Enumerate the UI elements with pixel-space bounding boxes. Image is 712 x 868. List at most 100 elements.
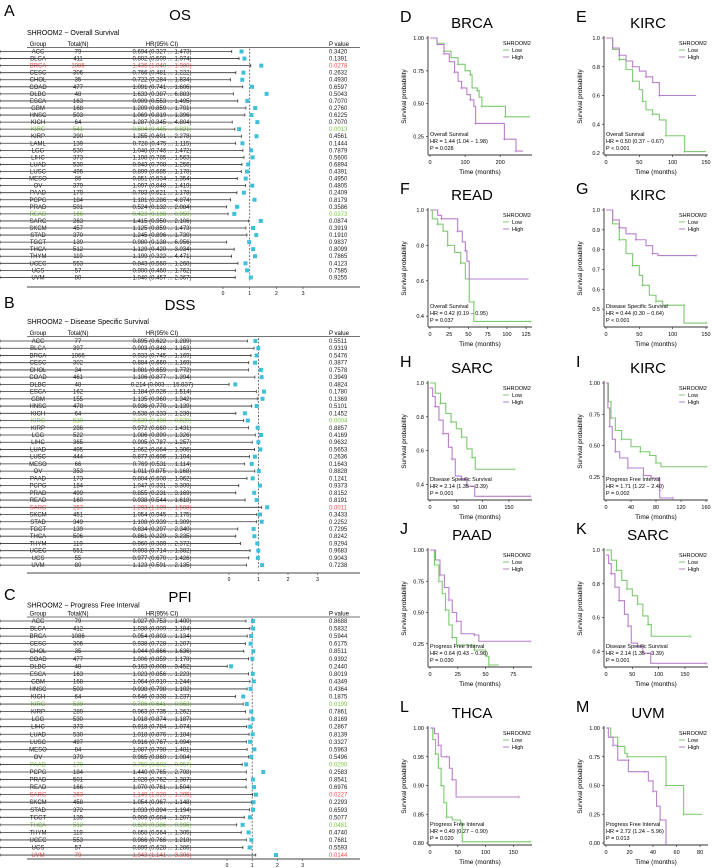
x-axis-label: Time (months) — [635, 169, 677, 176]
forest-row: ESCA 163 1.023 (0.856 ... 1.223) 0.8019 — [0, 671, 348, 678]
censor-mark — [453, 70, 457, 74]
censor-mark — [472, 300, 476, 304]
forest-row: UCS 55 0.977 (0.670 ... 1.426) 0.9043 — [0, 555, 348, 562]
row-hr-ci: 0.728 (0.475 ... 1.115) — [133, 141, 192, 147]
x-tick-label: 125 — [522, 332, 531, 338]
y-tick-label: 0.5 — [592, 307, 600, 313]
hr-point — [260, 396, 265, 401]
forest-row: SARC 263 1.415 (0.950 ... 2.106) 0.0874 — [0, 218, 348, 225]
x-tick-label: 0 — [604, 672, 607, 678]
censor-mark — [517, 795, 521, 799]
x-tick-label: 0 — [428, 160, 431, 166]
x-tick-label: 40 — [650, 850, 656, 856]
row-hr-ci: 0.786 (0.641 ... 0.963) — [132, 702, 191, 708]
km-panel-m: M UVM 0.00 0.25 0.50 0.75 1.00 0 20 40 60 80 Time (m… — [576, 699, 708, 866]
row-total: 263 — [73, 219, 84, 225]
y-tick-label: 1.00 — [589, 726, 600, 732]
row-group: KIRP — [31, 134, 45, 140]
y-tick-label: 0.25 — [589, 812, 600, 818]
forest-row: GBM 168 1.064 (0.910 ... 1.244) 0.4349 — [0, 679, 348, 685]
censor-mark — [456, 229, 460, 233]
row-total: 139 — [73, 141, 84, 147]
hr-point — [255, 120, 260, 125]
forest-row: COAD 477 1.091 (0.741 ... 1.606) 0.6597 — [0, 84, 348, 91]
hr-point — [249, 461, 254, 466]
row-total: 553 — [73, 261, 84, 267]
row-total: 168 — [73, 679, 84, 685]
row-p-value: 0.4391 — [329, 170, 348, 176]
y-axis-label: Survival probability — [401, 580, 408, 635]
km-curve-high — [606, 554, 706, 664]
censor-mark — [441, 432, 445, 436]
censor-mark — [664, 134, 668, 138]
row-total: 34 — [75, 368, 82, 374]
x-tick-label: 120 — [676, 505, 685, 511]
column-header-p: P value — [329, 612, 350, 618]
row-hr-ci: 0.858 (0.564 ... 1.305) — [132, 830, 191, 836]
km-annotation: P = 0.037 — [430, 318, 454, 324]
row-group: LUAD — [30, 162, 47, 168]
hr-point — [252, 490, 257, 495]
row-group: PAAD — [30, 191, 47, 197]
forest-row: BLCA 397 0.993 (0.848 ... 1.163) 0.9319 — [0, 346, 348, 352]
row-group: ACC — [32, 339, 45, 345]
hr-point — [251, 785, 256, 790]
row-p-value: 0.6175 — [329, 642, 348, 648]
row-p-value: 0.7238 — [329, 563, 348, 569]
hr-point — [265, 505, 270, 510]
x-axis-label: Time (months) — [459, 341, 501, 348]
column-header-total: Total(N) — [67, 331, 88, 337]
legend-label-low: Low — [512, 393, 522, 399]
km-curve-high — [606, 727, 667, 843]
forest-row: BRCA 1086 0.954 (0.803 ... 1.134) 0.5944 — [0, 634, 348, 640]
forest-row: KIRC 541 0.604 (0.445 ... 0.821) 0.0013 — [0, 127, 348, 133]
x-axis-label: Time (months) — [459, 169, 501, 176]
row-total: 80 — [75, 275, 82, 281]
hr-point — [253, 360, 258, 365]
column-header-hr: HR(95% CI) — [146, 612, 178, 618]
forest-row: BLCA 412 1.038 (0.909 ... 1.184) 0.5832 — [0, 626, 348, 633]
row-group: ESCA — [30, 99, 46, 105]
legend-title: SHROOM2 — [503, 386, 531, 392]
row-total: 179 — [73, 762, 84, 768]
row-p-value: 0.0874 — [329, 219, 348, 225]
forest-row: CESC 302 0.884 (0.669 ... 1.169) 0.3877 — [0, 360, 348, 367]
hr-point — [259, 432, 264, 437]
km-annotation: HR = 1.44 (1.04 − 1.98) — [430, 139, 488, 145]
y-axis-label: Survival probability — [401, 240, 408, 295]
km-annotation: HR = 0.49 (0.27 − 0.90) — [430, 829, 488, 835]
hr-point — [229, 664, 234, 669]
row-group: UCEC — [29, 549, 47, 555]
row-hr-ci: 1.047 (0.331 ... 3.309) — [132, 484, 191, 490]
row-total: 478 — [73, 404, 84, 410]
row-p-value: 0.5476 — [329, 353, 348, 359]
row-group: THYM — [30, 830, 47, 836]
row-group: THYM — [30, 541, 47, 547]
hr-point — [249, 837, 254, 842]
x-tick-label: 50 — [455, 850, 461, 856]
panel-label: B — [4, 295, 15, 312]
km-annotation: Overall Survival — [430, 132, 469, 138]
km-annotation: Disease Specific Survival — [606, 644, 668, 650]
panel-label: G — [576, 181, 588, 198]
row-total: 184 — [73, 198, 84, 204]
row-p-value: 0.8019 — [329, 672, 348, 678]
row-p-value: 0.8242 — [329, 534, 348, 540]
panel-label: L — [400, 699, 409, 716]
y-axis-label: Survival probability — [401, 413, 408, 468]
row-hr-ci: 1.011 (0.875 ... 1.168) — [133, 469, 192, 475]
row-p-value: 0.1452 — [329, 411, 348, 417]
row-hr-ci: 1.209 (0.859 ... 1.701) — [132, 106, 191, 112]
row-group: LGG — [32, 148, 45, 154]
forest-row: UCS 57 0.899 (0.628 ... 1.286) 0.5593 — [0, 845, 348, 852]
censor-mark — [439, 401, 443, 405]
km-panel-e: E KIRC 0.2 0.4 0.6 0.8 1.0 0 50 100 150 Time (month… — [576, 9, 711, 176]
row-group: STAD — [30, 233, 46, 239]
hr-point — [251, 526, 256, 531]
forest-row: PAAD 179 0.759 (0.602 ... 0.957) 0.0200 — [0, 762, 348, 768]
row-total: 290 — [73, 134, 84, 140]
y-tick-label: 1.0 — [416, 381, 424, 387]
row-hr-ci: 1.184 (0.926 ... 1.514) — [132, 390, 191, 396]
row-hr-ci: 1.038 (0.909 ... 1.184) — [132, 627, 191, 633]
censor-mark — [468, 73, 472, 77]
